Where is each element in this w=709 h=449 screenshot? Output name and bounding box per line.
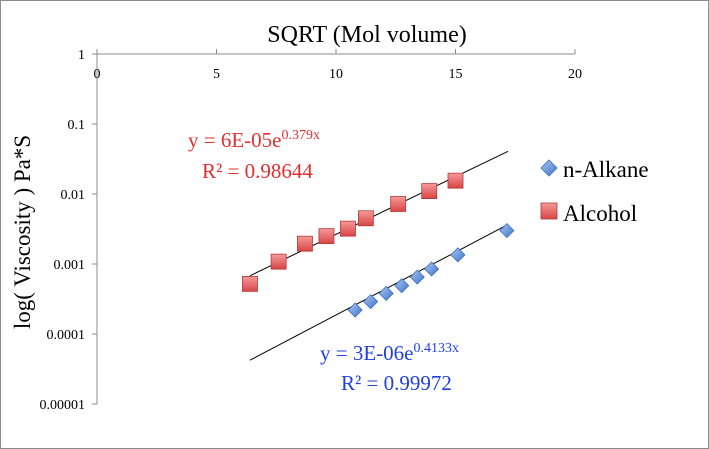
alkane-equation-base: y = 3E-06e bbox=[320, 341, 414, 365]
x-tick-label: 20 bbox=[568, 67, 582, 82]
legend-marker-square bbox=[540, 202, 558, 220]
y-tick-label: 0.001 bbox=[54, 258, 86, 273]
data-point-alcohol bbox=[318, 228, 335, 245]
x-tick-label: 10 bbox=[329, 67, 343, 82]
alkane-trendline-label: y = 3E-06e0.4133x R² = 0.99972 bbox=[320, 341, 459, 395]
svg-text:y = 6E-05e0.379x: y = 6E-05e0.379x bbox=[188, 128, 320, 152]
data-point-alcohol bbox=[297, 235, 313, 252]
x-tick-label: 5 bbox=[213, 67, 220, 82]
data-point-n-alkane bbox=[450, 247, 466, 263]
x-tick-label: 0 bbox=[94, 67, 101, 82]
alkane-equation-exponent: 0.4133x bbox=[414, 341, 460, 356]
legend-label-alcohol: Alcohol bbox=[563, 201, 637, 226]
data-point-n-alkane bbox=[424, 261, 440, 277]
svg-text:y = 3E-06e0.4133x: y = 3E-06e0.4133x bbox=[320, 341, 459, 365]
data-point-alcohol bbox=[447, 172, 464, 189]
data-point-alcohol bbox=[390, 196, 407, 212]
chart-title: SQRT (Mol volume) bbox=[267, 22, 466, 48]
y-axis-label: log( Viscosity ) Pa*S bbox=[10, 135, 35, 329]
legend-marker-diamond bbox=[540, 159, 558, 177]
legend: n-Alkane Alcohol bbox=[540, 157, 649, 226]
alcohol-equation-base: y = 6E-05e bbox=[188, 128, 282, 152]
y-tick-label: 1 bbox=[78, 48, 85, 63]
trendline-alcohol bbox=[249, 150, 509, 277]
alcohol-trendline-label: y = 6E-05e0.379x R² = 0.98644 bbox=[188, 128, 320, 183]
y-tick-label: 0.0001 bbox=[47, 328, 86, 343]
data-point-alcohol bbox=[357, 210, 374, 227]
y-tick-labels: 1 0.1 0.01 0.001 0.0001 0.00001 bbox=[40, 48, 97, 413]
data-point-n-alkane bbox=[363, 294, 379, 310]
data-point-n-alkane bbox=[378, 285, 394, 301]
y-tick-label: 0.1 bbox=[68, 118, 86, 133]
data-point-n-alkane bbox=[409, 269, 425, 285]
data-point-alcohol bbox=[340, 220, 356, 237]
legend-item-n-alkane: n-Alkane bbox=[540, 157, 649, 182]
data-point-alcohol bbox=[270, 253, 287, 270]
trendlines bbox=[249, 150, 509, 361]
data-point-n-alkane bbox=[499, 223, 515, 239]
alkane-r2-label: R² = 0.99972 bbox=[341, 371, 452, 395]
y-tick-label: 0.00001 bbox=[40, 398, 86, 413]
legend-label-n-alkane: n-Alkane bbox=[563, 157, 649, 182]
x-tick-labels: 0 5 10 15 20 bbox=[94, 49, 582, 82]
legend-item-alcohol: Alcohol bbox=[540, 201, 637, 226]
alcohol-equation-exponent: 0.379x bbox=[282, 128, 321, 143]
data-point-alcohol bbox=[242, 275, 258, 292]
data-points bbox=[242, 172, 515, 318]
trendline-n-alkane bbox=[249, 224, 509, 361]
x-tick-label: 15 bbox=[449, 67, 463, 82]
data-point-n-alkane bbox=[347, 302, 363, 318]
data-point-alcohol bbox=[421, 183, 438, 200]
data-point-n-alkane bbox=[394, 278, 410, 294]
y-tick-label: 0.01 bbox=[61, 188, 86, 203]
alcohol-r2-label: R² = 0.98644 bbox=[202, 159, 313, 183]
